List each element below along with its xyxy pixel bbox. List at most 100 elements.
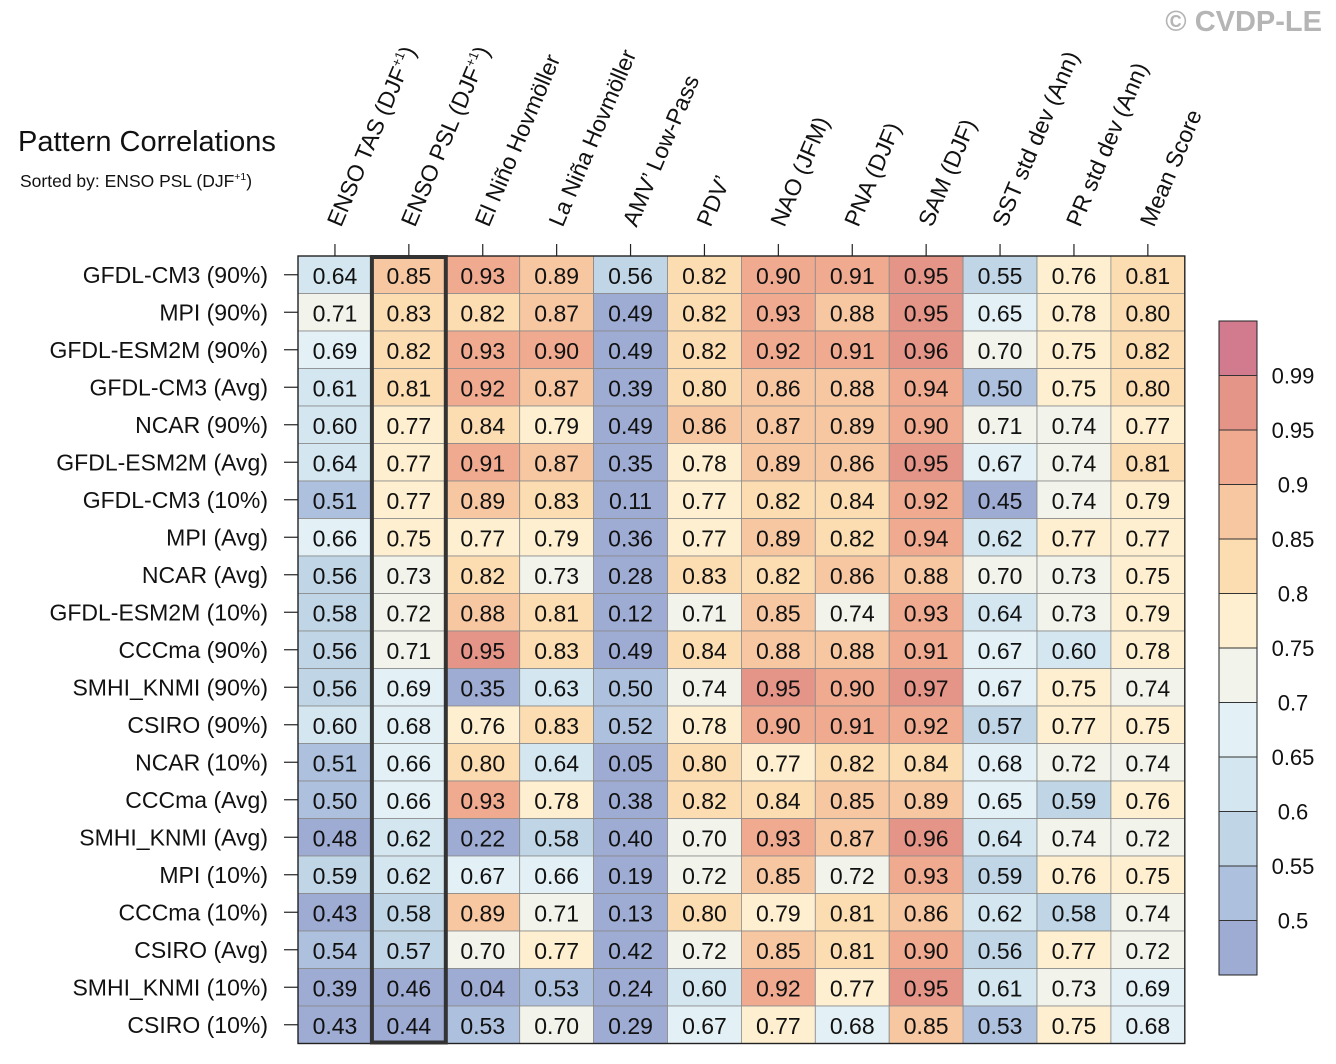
cell-value-label: 0.38 bbox=[608, 788, 653, 814]
cell-value-label: 0.74 bbox=[830, 600, 875, 626]
cell-value-label: 0.77 bbox=[1052, 525, 1097, 551]
heatmap-cell bbox=[667, 743, 742, 782]
heatmap-cell bbox=[741, 780, 816, 819]
cell-value-label: 0.90 bbox=[830, 675, 875, 701]
heatmap-cell bbox=[667, 668, 742, 707]
heatmap-cell bbox=[667, 405, 742, 444]
column-header-label: NAO (JFM) bbox=[765, 113, 834, 230]
cell-value-label: 0.78 bbox=[1052, 300, 1097, 326]
colorbar-segment bbox=[1218, 865, 1258, 921]
cell-value-label: 0.05 bbox=[608, 750, 653, 776]
heatmap-cell bbox=[371, 705, 447, 744]
heatmap-cell bbox=[962, 743, 1038, 782]
cell-value-label: 0.79 bbox=[1125, 600, 1170, 626]
row-label: MPI (90%) bbox=[159, 299, 268, 325]
cell-value-label: 0.95 bbox=[904, 300, 949, 326]
cell-value-label: 0.69 bbox=[1125, 975, 1170, 1001]
row-label: SMHI_KNMI (Avg) bbox=[79, 824, 268, 850]
cell-value-label: 0.90 bbox=[756, 263, 801, 289]
column-header-label: AMV’ Low-Pass bbox=[617, 71, 704, 230]
cell-value-label: 0.91 bbox=[830, 713, 875, 739]
heatmap-cell bbox=[888, 818, 964, 857]
cell-value-label: 0.59 bbox=[1052, 788, 1097, 814]
heatmap-cell bbox=[593, 1005, 668, 1044]
cell-value-label: 0.45 bbox=[978, 488, 1023, 514]
row-label: MPI (Avg) bbox=[166, 524, 268, 550]
cell-value-label: 0.66 bbox=[386, 788, 431, 814]
cell-value-label: 0.92 bbox=[904, 713, 949, 739]
heatmap-cell bbox=[888, 930, 964, 969]
heatmap-cell bbox=[741, 893, 816, 932]
cell-value-label: 0.96 bbox=[904, 338, 949, 364]
cell-value-label: 0.81 bbox=[830, 900, 875, 926]
heatmap-cell bbox=[445, 893, 521, 932]
heatmap-cell bbox=[297, 555, 373, 594]
cell-value-label: 0.11 bbox=[609, 488, 652, 514]
heatmap-cell bbox=[1110, 968, 1186, 1007]
cell-value-label: 0.58 bbox=[386, 900, 431, 926]
heatmap-cell bbox=[888, 968, 964, 1007]
highlight-column-border bbox=[369, 255, 448, 1045]
cell-value-label: 0.85 bbox=[756, 600, 801, 626]
cell-value-label: 0.76 bbox=[460, 713, 505, 739]
heatmap-cell bbox=[814, 443, 890, 482]
cell-value-label: 0.56 bbox=[313, 675, 358, 701]
row-label: NCAR (90%) bbox=[135, 412, 268, 438]
heatmap-cell bbox=[593, 818, 668, 857]
cell-value-label: 0.67 bbox=[978, 450, 1023, 476]
cell-value-label: 0.91 bbox=[460, 450, 505, 476]
cell-value-label: 0.75 bbox=[1052, 675, 1097, 701]
heatmap-cell bbox=[888, 668, 964, 707]
cell-value-label: 0.82 bbox=[460, 563, 505, 589]
cell-value-label: 0.83 bbox=[534, 638, 579, 664]
heatmap-cell bbox=[1036, 255, 1112, 294]
column-header-label: SAM (DJF) bbox=[913, 115, 981, 230]
cell-value-label: 0.56 bbox=[313, 563, 358, 589]
cell-value-label: 0.50 bbox=[978, 375, 1023, 401]
colorbar-tick-label: 0.9 bbox=[1278, 473, 1309, 498]
heatmap-cell bbox=[667, 968, 742, 1007]
cell-value-label: 0.87 bbox=[534, 300, 579, 326]
heatmap-cell bbox=[297, 668, 373, 707]
heatmap-cell bbox=[593, 443, 668, 482]
colorbar-tick-label: 0.75 bbox=[1272, 636, 1315, 661]
heatmap-cell bbox=[814, 330, 890, 369]
heatmap-cell bbox=[1110, 668, 1186, 707]
cell-value-label: 0.77 bbox=[386, 488, 431, 514]
heatmap-cell bbox=[593, 743, 668, 782]
cell-value-label: 0.93 bbox=[756, 825, 801, 851]
cell-value-label: 0.71 bbox=[534, 900, 579, 926]
cell-value-label: 0.76 bbox=[1125, 788, 1170, 814]
colorbar-tick-label: 0.7 bbox=[1278, 691, 1309, 716]
cell-value-label: 0.81 bbox=[1125, 450, 1170, 476]
cell-value-label: 0.95 bbox=[756, 675, 801, 701]
heatmap-cell bbox=[741, 293, 816, 332]
heatmap-cell bbox=[667, 368, 742, 407]
heatmap-cell bbox=[519, 743, 595, 782]
cell-value-label: 0.93 bbox=[460, 338, 505, 364]
heatmap-cell bbox=[371, 668, 447, 707]
cell-value-label: 0.71 bbox=[386, 638, 431, 664]
cell-value-label: 0.91 bbox=[830, 338, 875, 364]
heatmap-cell bbox=[1110, 593, 1186, 632]
heatmap-cell bbox=[593, 855, 668, 894]
heatmap-cell bbox=[667, 293, 742, 332]
heatmap-cell bbox=[371, 405, 447, 444]
cell-value-label: 0.72 bbox=[1052, 750, 1097, 776]
cell-value-label: 0.57 bbox=[978, 713, 1023, 739]
cell-value-label: 0.83 bbox=[682, 563, 727, 589]
cell-value-label: 0.62 bbox=[386, 863, 431, 889]
cell-value-label: 0.60 bbox=[682, 975, 727, 1001]
colorbar-tick-label: 0.6 bbox=[1278, 800, 1309, 825]
heatmap-cell bbox=[962, 593, 1038, 632]
heatmap-cell bbox=[593, 255, 668, 294]
cell-value-label: 0.87 bbox=[830, 825, 875, 851]
cell-value-label: 0.96 bbox=[904, 825, 949, 851]
cell-value-label: 0.36 bbox=[608, 525, 653, 551]
heatmap-cell bbox=[667, 705, 742, 744]
cell-value-label: 0.89 bbox=[904, 788, 949, 814]
cell-value-label: 0.90 bbox=[534, 338, 579, 364]
cell-value-label: 0.83 bbox=[386, 300, 431, 326]
heatmap-cell bbox=[814, 593, 890, 632]
heatmap-cell bbox=[445, 780, 521, 819]
